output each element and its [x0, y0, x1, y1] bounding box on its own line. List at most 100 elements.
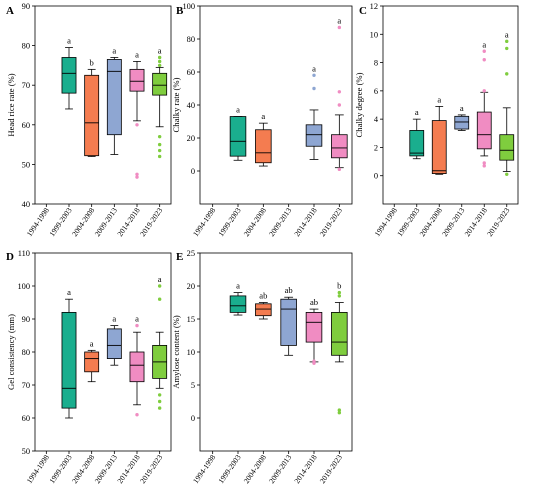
box-2004-2008: ab	[255, 291, 272, 320]
panel-E: E Amylose content (%) 0 5 10 15 20 25 1994-1998 1…	[171, 249, 353, 485]
y-tick-label: 80	[22, 348, 30, 357]
box-2009-2013: a	[454, 103, 470, 131]
x-tick-label: 1999-2003	[216, 206, 242, 238]
panel-B: B Chalky rate (%) 0 20 40 60 80 100 1994-1998 199…	[171, 2, 353, 238]
y-tick-label: 6	[374, 87, 378, 96]
outlier-point	[482, 89, 486, 93]
significance-letter: a	[482, 39, 486, 49]
y-tick-label: 70	[22, 381, 30, 390]
significance-letter: a	[236, 281, 240, 291]
x-tick-label: 2019-2023	[138, 206, 164, 238]
y-tick-label: 90	[22, 2, 30, 11]
y-axis-label: Chalky rate (%)	[171, 77, 181, 132]
outlier-point	[157, 134, 162, 139]
box-body	[229, 295, 247, 313]
panel-label: D	[6, 251, 14, 263]
y-tick-label: 0	[191, 167, 195, 176]
x-tick-label: 1994-1998	[191, 453, 217, 485]
significance-letter: a	[135, 314, 139, 324]
box-2009-2013: a	[106, 45, 122, 155]
box-body	[409, 130, 425, 157]
box-body	[106, 59, 122, 136]
y-axis-label: Chalky degree (%)	[354, 72, 364, 137]
significance-letter: a	[437, 94, 441, 104]
x-tick-label: 2004-2008	[242, 206, 268, 238]
box-body	[305, 124, 323, 147]
box-2014-2018: ab	[305, 297, 323, 365]
box-body	[476, 111, 492, 150]
y-tick-label: 20	[187, 282, 195, 291]
box-body	[255, 303, 272, 317]
y-tick-label: 90	[22, 315, 30, 324]
outlier-point	[135, 413, 139, 417]
box-body	[305, 311, 323, 343]
panel-label: A	[6, 5, 14, 17]
y-tick-label: 100	[17, 282, 30, 291]
outlier-point	[157, 297, 162, 301]
significance-letter: b	[337, 281, 341, 291]
box-body	[61, 57, 77, 94]
y-tick-label: 110	[18, 249, 30, 258]
y-tick-label: 10	[370, 30, 378, 39]
outlier-point	[337, 90, 342, 94]
outlier-point	[312, 73, 316, 78]
y-tick-label: 60	[22, 414, 30, 423]
y-axis-label: Gel consistency (mm)	[6, 314, 16, 390]
significance-letter: a	[67, 36, 71, 46]
x-tick-label: 1999-2003	[216, 453, 242, 485]
outlier-point	[312, 359, 316, 363]
significance-letter: ab	[310, 297, 318, 307]
y-tick-label: 100	[182, 2, 195, 11]
box-body	[229, 116, 247, 157]
significance-letter: a	[112, 45, 116, 55]
y-tick-label: 50	[22, 160, 30, 169]
box-1999-2003: a	[229, 281, 247, 316]
outlier-point	[337, 290, 342, 295]
box-body	[84, 351, 100, 373]
panel-label: B	[176, 5, 184, 17]
significance-letter: a	[460, 103, 464, 113]
plot-frame	[34, 252, 172, 452]
box-2004-2008: a	[431, 94, 447, 175]
outlier-point	[505, 72, 509, 76]
y-axis-label: Amylose content (%)	[171, 315, 181, 389]
y-tick-label: 80	[187, 35, 195, 44]
significance-letter: a	[90, 338, 94, 348]
y-tick-label: 0	[191, 414, 195, 423]
box-body	[129, 68, 145, 92]
box-body	[499, 134, 515, 161]
significance-letter: a	[135, 49, 139, 59]
panel-label: C	[359, 5, 367, 17]
x-tick-label: 2004-2008	[242, 453, 268, 485]
box-2019-2023: a	[499, 29, 515, 176]
box-body	[61, 311, 77, 409]
significance-letter: a	[158, 45, 162, 55]
box-body	[331, 311, 348, 356]
box-2014-2018: a	[305, 63, 323, 160]
outlier-point	[482, 161, 486, 165]
significance-letter: a	[112, 314, 116, 324]
y-tick-label: 40	[187, 101, 195, 110]
outlier-point	[157, 59, 162, 64]
box-body	[84, 74, 100, 157]
box-2004-2008: a	[84, 338, 100, 383]
x-tick-label: 2019-2023	[138, 453, 164, 485]
significance-letter: a	[158, 274, 162, 284]
y-tick-label: 20	[187, 134, 195, 143]
y-tick-label: 50	[22, 447, 30, 456]
outlier-point	[135, 123, 139, 127]
outlier-point	[337, 294, 342, 298]
outlier-point	[157, 55, 162, 60]
y-axis-label: Head rice rate (%)	[6, 73, 16, 136]
outlier-point	[337, 103, 342, 107]
y-tick-label: 8	[374, 59, 378, 68]
significance-letter: a	[261, 111, 265, 121]
x-tick-label: 2014-2018	[292, 453, 318, 485]
x-tick-label: 2009-2013	[267, 453, 293, 485]
box-2019-2023: b	[331, 281, 348, 415]
outlier-point	[505, 46, 509, 51]
y-tick-label: 12	[370, 2, 378, 11]
outlier-point	[135, 172, 139, 176]
